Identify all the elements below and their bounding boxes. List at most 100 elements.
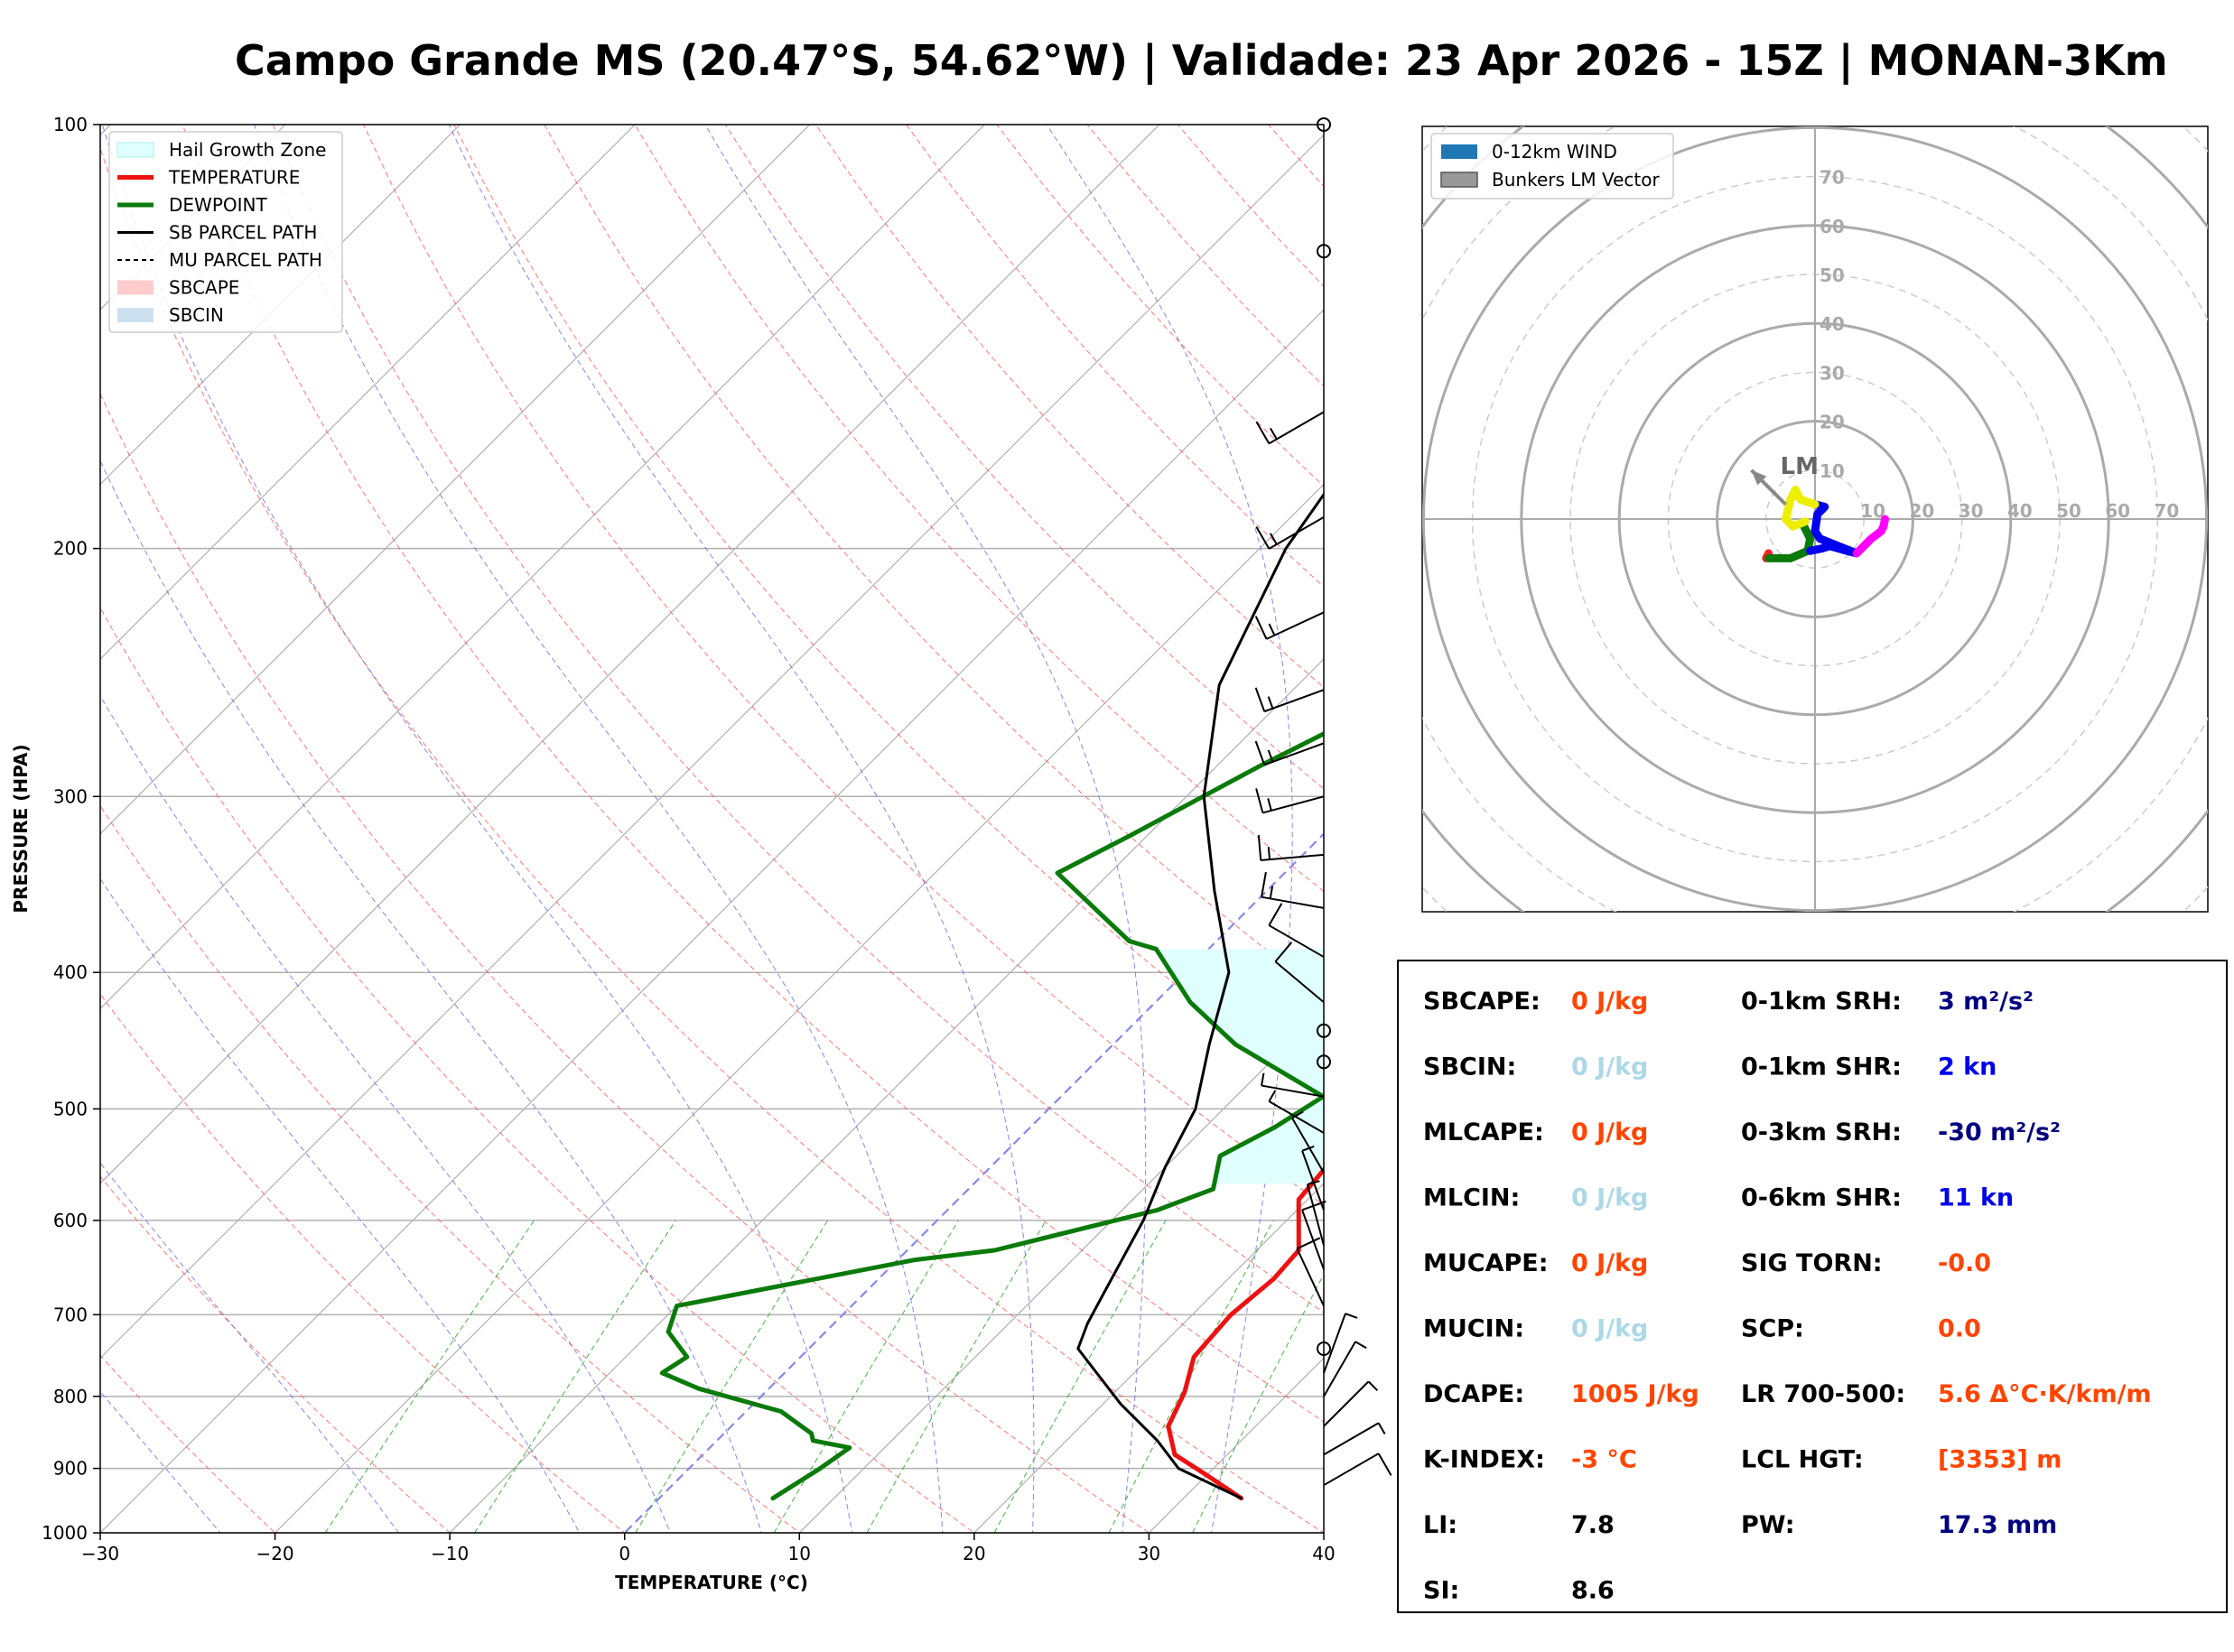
- dry-adiabat: [100, 804, 801, 1533]
- mixing-ratio-line: [1192, 1273, 1324, 1533]
- skewt-legend: Hail Growth Zone TEMPERATURE DEWPOINT SB PA…: [108, 131, 343, 333]
- hodo-ring-label: 70: [2154, 500, 2179, 522]
- hodo-legend-label: 0-12km WIND: [1492, 141, 1617, 162]
- legend-label: SBCIN: [169, 304, 224, 326]
- chart-title: Campo Grande MS (20.47°S, 54.62°W) | Val…: [235, 36, 2168, 85]
- hodo-ring-label: 30: [1820, 362, 1845, 384]
- mixing-ratio-line: [635, 1220, 829, 1533]
- wind-barb: [1254, 740, 1325, 766]
- hodo-ring-label: 40: [2007, 500, 2033, 522]
- x-tick-label: 10: [788, 1543, 811, 1564]
- x-tick-label: −30: [81, 1543, 119, 1564]
- hodo-legend-label: Bunkers LM Vector: [1492, 169, 1661, 190]
- y-tick-label: 400: [53, 961, 88, 983]
- index-value: 1005 J/kg: [1571, 1380, 1699, 1408]
- wind-barb: [1254, 687, 1325, 713]
- mixing-ratio-line: [1108, 1220, 1274, 1533]
- index-label: MUCIN:: [1423, 1315, 1524, 1343]
- wind-barb: [1323, 1452, 1392, 1487]
- indices-box: [1397, 960, 2228, 1613]
- y-axis-label: PRESSURE (HPA): [10, 744, 32, 913]
- index-value: 0 J/kg: [1571, 1184, 1648, 1212]
- wind-barb: [1323, 1313, 1358, 1374]
- wind-barb: [1301, 1200, 1326, 1270]
- wind-barb: [1255, 411, 1325, 445]
- y-tick-label: 800: [53, 1386, 88, 1407]
- moist-adiabat: [101, 125, 853, 1533]
- index-label: PW:: [1741, 1511, 1795, 1539]
- dry-adiabat: [724, 125, 1324, 790]
- index-label: LI:: [1423, 1511, 1457, 1539]
- mixing-ratio-line: [993, 1220, 1167, 1533]
- index-value: -30 m²/s²: [1938, 1118, 2061, 1146]
- dry-adiabat: [182, 125, 1324, 1423]
- indices-table: SBCAPE: 0 J/kg SBCIN: 0 J/kg MLCAPE: 0 J/kg ML…: [1423, 988, 2152, 1605]
- index-value: 0 J/kg: [1571, 1118, 1648, 1146]
- y-tick-label: 600: [53, 1210, 88, 1231]
- moist-adiabat: [100, 1390, 221, 1533]
- isotherm-line: [100, 309, 1324, 1533]
- dry-adiabat: [453, 125, 1324, 1100]
- index-value: 7.8: [1571, 1511, 1615, 1539]
- dry-adiabat: [100, 1175, 451, 1533]
- index-label: MLCAPE:: [1423, 1118, 1544, 1146]
- index-label: SBCIN:: [1423, 1053, 1516, 1081]
- y-tick-label: 500: [53, 1098, 88, 1119]
- wind-barb: [1323, 1341, 1367, 1397]
- index-label: SCP:: [1741, 1315, 1804, 1343]
- index-label: SBCAPE:: [1423, 988, 1541, 1016]
- isotherm-line: [100, 125, 986, 1010]
- moist-adiabat: [448, 125, 1035, 1533]
- index-value: 3 m²/s²: [1938, 988, 2034, 1016]
- hodo-ring-label: 50: [1820, 265, 1845, 286]
- skewt-axis-ticks: −30 −20 −10 0 10 20 30 40 1000 900 800 700 600 500 400…: [42, 114, 1336, 1564]
- legend-label: Hail Growth Zone: [169, 139, 326, 161]
- wind-barb: [1301, 1146, 1325, 1211]
- legend-label: SBCAPE: [169, 277, 239, 299]
- index-label: 0-6km SHR:: [1741, 1184, 1902, 1212]
- index-value: 0 J/kg: [1571, 988, 1648, 1016]
- index-label: SIG TORN:: [1741, 1249, 1883, 1277]
- mixing-ratio-line: [773, 1220, 959, 1533]
- x-tick-label: −10: [431, 1543, 469, 1564]
- hodo-ring-label: 20: [1909, 500, 1934, 522]
- isotherm-line: [798, 1007, 1324, 1533]
- index-value: 0 J/kg: [1571, 1315, 1648, 1343]
- wind-barb: [1261, 1072, 1325, 1098]
- mixing-ratio-line: [474, 1220, 676, 1533]
- wind-barb: [1274, 942, 1325, 1004]
- legend-label: SB PARCEL PATH: [169, 222, 317, 244]
- x-axis-label: TEMPERATURE (°C): [615, 1572, 808, 1593]
- y-tick-label: 900: [53, 1458, 88, 1480]
- dry-adiabat: [100, 607, 975, 1533]
- index-value: -3 °C: [1571, 1446, 1637, 1474]
- dry-adiabat: [100, 147, 1324, 1533]
- wind-barb: [1255, 515, 1325, 550]
- index-label: DCAPE:: [1423, 1380, 1524, 1408]
- skewt-frame: [99, 124, 1325, 1534]
- hodo-ring-label: 60: [1820, 216, 1845, 237]
- index-label: LCL HGT:: [1741, 1446, 1864, 1474]
- index-label: MLCIN:: [1423, 1184, 1520, 1212]
- dry-adiabat: [100, 392, 1150, 1533]
- hodo-ring-label: 20: [1820, 412, 1845, 433]
- y-tick-label: 1000: [42, 1522, 88, 1544]
- x-tick-label: 0: [619, 1543, 630, 1564]
- isotherm-line: [973, 1183, 1324, 1533]
- hodograph-segment: [1764, 519, 1815, 562]
- y-tick-label: 700: [53, 1304, 88, 1325]
- wind-barb: [1268, 903, 1325, 958]
- x-tick-label: 20: [963, 1543, 985, 1564]
- index-label: 0-1km SHR:: [1741, 1053, 1902, 1081]
- hodo-ring-label: 10: [1820, 460, 1845, 482]
- isotherm-line: [100, 125, 636, 660]
- y-tick-label: 200: [53, 538, 88, 560]
- wind-barb: [1268, 1090, 1325, 1134]
- hodo-ring-label: 60: [2105, 500, 2130, 522]
- index-value: 0.0: [1938, 1315, 1981, 1343]
- hodo-ring-label: 70: [1820, 167, 1845, 189]
- hodo-ring-label: 50: [2056, 500, 2081, 522]
- isotherm-line: [449, 658, 1324, 1533]
